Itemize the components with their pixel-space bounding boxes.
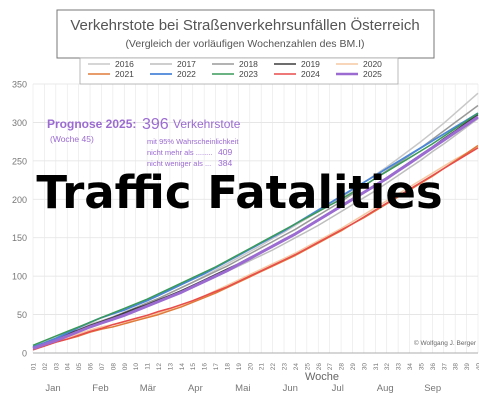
prognose-label: Prognose 2025: xyxy=(47,117,136,131)
upper-label: nicht mehr als ........ xyxy=(147,148,212,157)
month-label: Feb xyxy=(92,383,108,394)
upper-value: 409 xyxy=(218,147,232,157)
x-axis-ticks: 01 02 03 04 05 06 07 08 09 10 11 12 13 14 15 16 17 18 19 20… xyxy=(31,363,479,371)
grid xyxy=(32,83,479,354)
series-line-2025 xyxy=(32,115,479,350)
y-tick-label: 350 xyxy=(12,80,27,90)
month-labels: Jan Feb Mär Apr Mai Jun Jul Aug Sep xyxy=(45,383,441,394)
x-tick-label: 15 xyxy=(190,363,197,371)
x-tick-label: 05 xyxy=(76,363,83,371)
x-tick-label: 07 xyxy=(99,363,106,371)
legend-label-2025: 2025 xyxy=(363,69,382,79)
x-tick-label: 22 xyxy=(270,363,277,371)
x-tick-label: 04 xyxy=(65,363,72,371)
x-tick-label: 36 xyxy=(430,363,437,371)
month-label: Mai xyxy=(235,383,250,394)
series-line-2024 xyxy=(32,147,479,351)
x-tick-label: 33 xyxy=(396,363,403,371)
x-tick-label: 21 xyxy=(259,363,266,371)
x-tick-label: 20 xyxy=(247,363,254,371)
x-tick-label: 26 xyxy=(316,363,323,371)
legend-label-2022: 2022 xyxy=(177,69,196,79)
x-tick-label: 11 xyxy=(145,363,152,370)
legend: 2016 2017 2018 2019 2020 2021 2022 2023 2024 2025 xyxy=(88,59,382,79)
x-tick-label: 38 xyxy=(453,363,460,371)
x-tick-label: 28 xyxy=(339,363,346,371)
x-tick-label: 13 xyxy=(167,363,174,371)
prognose-week: (Woche 45) xyxy=(50,134,94,144)
series-line-2018 xyxy=(32,104,479,349)
x-tick-label: 37 xyxy=(441,363,448,371)
x-tick-label: 12 xyxy=(156,363,163,371)
x-axis-title: Woche xyxy=(305,371,339,383)
y-tick-label: 50 xyxy=(17,310,27,320)
legend-label-2017: 2017 xyxy=(177,59,196,69)
legend-label-2023: 2023 xyxy=(239,69,258,79)
copyright-text: © Wolfgang J. Berger xyxy=(414,339,477,347)
month-label: Jun xyxy=(283,383,298,394)
x-tick-label: 06 xyxy=(88,363,95,371)
y-tick-label: 0 xyxy=(22,349,27,359)
y-tick-label: 250 xyxy=(12,156,27,166)
series-line-2016 xyxy=(32,92,479,347)
y-tick-label: 150 xyxy=(12,233,27,243)
confidence-line: mit 95% Wahrscheinlichkeit xyxy=(147,137,239,146)
month-label: Aug xyxy=(377,383,394,394)
legend-box xyxy=(79,57,399,85)
month-label: Apr xyxy=(188,383,203,394)
y-axis-ticks: 0 50 100 150 200 250 300 350 xyxy=(12,80,27,359)
x-tick-label: 14 xyxy=(179,363,186,371)
x-tick-label: 23 xyxy=(282,363,289,371)
overlay-title: Traffic Fatalities xyxy=(36,166,443,219)
series-line-2023 xyxy=(32,112,479,346)
x-tick-label: 29 xyxy=(350,363,357,371)
x-tick-label: 19 xyxy=(236,363,243,371)
x-tick-label: 02 xyxy=(42,363,49,371)
y-tick-label: 100 xyxy=(12,272,27,282)
x-tick-label: 34 xyxy=(407,363,414,371)
legend-label-2021: 2021 xyxy=(115,69,134,79)
y-tick-label: 200 xyxy=(12,195,27,205)
legend-label-2018: 2018 xyxy=(239,59,258,69)
chart-title: Verkehrstote bei Straßenverkehrsunfällen… xyxy=(70,16,419,34)
month-label: Mär xyxy=(140,383,156,394)
x-tick-label: 09 xyxy=(122,363,129,371)
month-label: Jul xyxy=(332,383,344,394)
x-tick-label: 30 xyxy=(361,363,368,371)
x-tick-label: 25 xyxy=(304,363,311,371)
x-tick-label: 24 xyxy=(293,363,300,371)
x-tick-label: 18 xyxy=(224,363,231,371)
legend-label-2016: 2016 xyxy=(115,59,134,69)
month-label: Sep xyxy=(424,383,441,394)
x-tick-label: 08 xyxy=(110,363,117,371)
x-tick-label: 40 xyxy=(476,363,479,371)
prognose-annotation: Prognose 2025: 396 Verkehrstote (Woche 4… xyxy=(47,116,241,168)
x-tick-label: 32 xyxy=(384,363,391,371)
x-tick-label: 17 xyxy=(213,363,220,371)
legend-label-2020: 2020 xyxy=(363,59,382,69)
series-lines xyxy=(32,92,479,351)
prognose-unit: Verkehrstote xyxy=(173,117,241,131)
month-label: Jan xyxy=(45,383,60,394)
legend-label-2024: 2024 xyxy=(301,69,320,79)
x-tick-label: 01 xyxy=(31,363,38,371)
x-tick-label: 27 xyxy=(327,363,334,371)
legend-label-2019: 2019 xyxy=(301,59,320,69)
y-tick-label: 300 xyxy=(12,118,27,128)
x-tick-label: 39 xyxy=(464,363,471,371)
x-tick-label: 16 xyxy=(202,363,209,371)
x-tick-label: 03 xyxy=(53,363,60,371)
lower-value: 384 xyxy=(218,158,232,168)
x-tick-label: 35 xyxy=(418,363,425,371)
x-tick-label: 31 xyxy=(373,363,380,371)
title-box xyxy=(56,9,435,59)
lower-label: nicht weniger als ... xyxy=(147,159,211,168)
x-tick-label: 10 xyxy=(133,363,140,371)
chart-subtitle: (Vergleich der vorläufigen Wochenzahlen … xyxy=(125,38,364,50)
prognose-value: 396 xyxy=(142,116,169,133)
